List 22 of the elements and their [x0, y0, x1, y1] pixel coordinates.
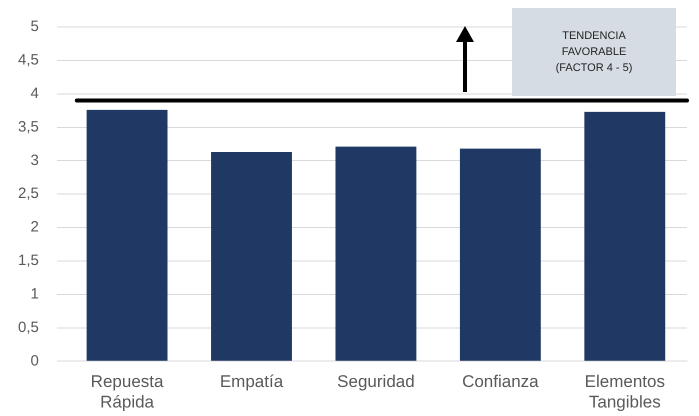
- bar: [584, 112, 666, 361]
- bar: [460, 148, 541, 361]
- y-tick-label: 4: [30, 84, 39, 102]
- x-tick-label: Repuesta Rápida: [90, 372, 164, 412]
- x-tick-label: Elementos Tangibles: [584, 372, 665, 412]
- y-tick-label: 3,5: [18, 118, 39, 136]
- y-tick-label: 1: [30, 286, 39, 302]
- y-tick-label: 0,5: [18, 318, 39, 336]
- y-tick-label: 4,5: [18, 52, 39, 69]
- bar: [211, 152, 292, 361]
- y-tick-label: 5: [30, 18, 39, 36]
- y-tick-label: 0: [30, 352, 39, 370]
- x-tick-label: Confianza: [462, 372, 540, 392]
- bar: [86, 110, 168, 361]
- note-box: TENDENCIA FAVORABLE (FACTOR 4 - 5): [512, 8, 676, 96]
- x-tick-label: Empatía: [220, 372, 284, 392]
- y-tick-label: 1,5: [18, 252, 39, 270]
- y-tick-label: 2: [30, 218, 39, 236]
- x-tick-label: Seguridad: [337, 372, 415, 392]
- bar: [335, 146, 416, 361]
- y-tick-label: 2,5: [18, 185, 39, 202]
- y-tick-label: 3: [30, 152, 39, 169]
